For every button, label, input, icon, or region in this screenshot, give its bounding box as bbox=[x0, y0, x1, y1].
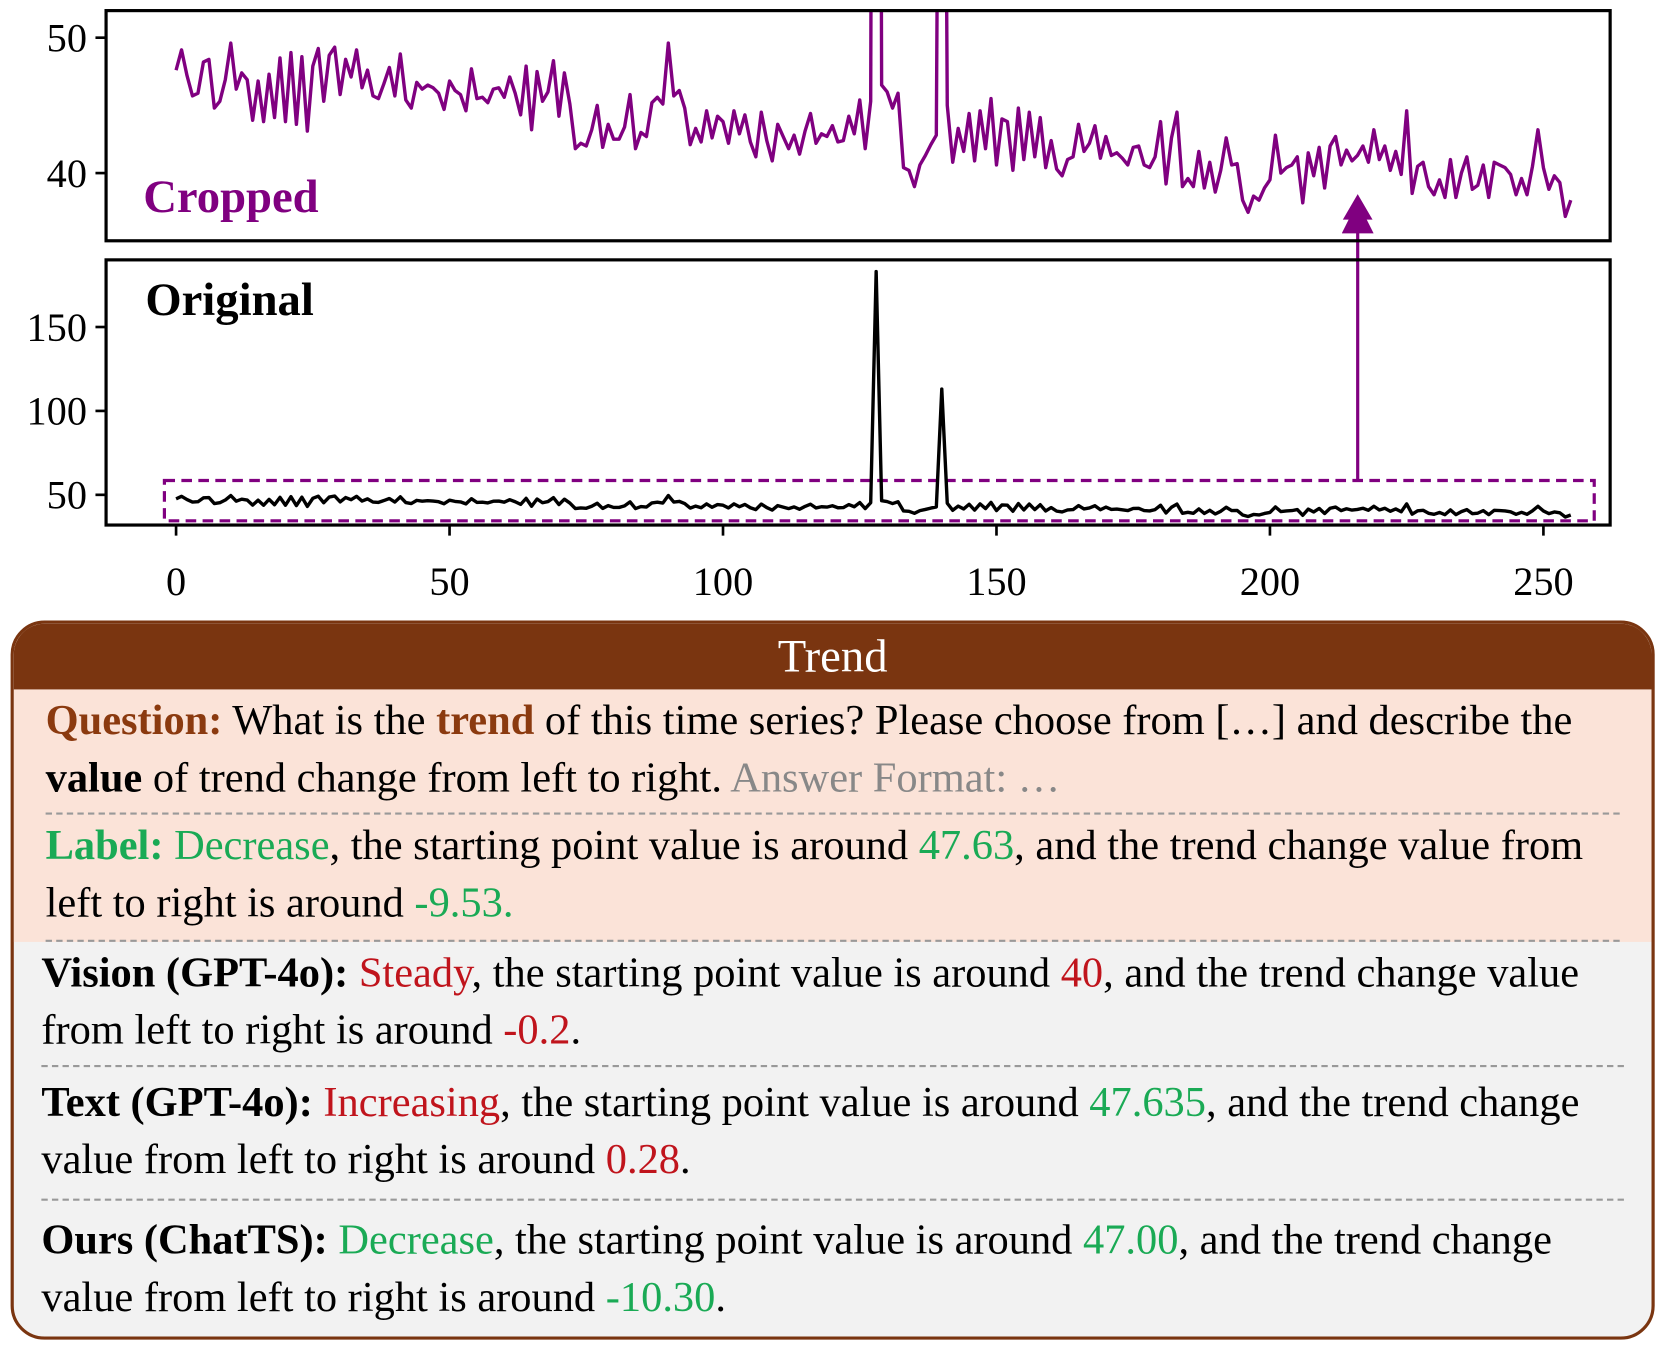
y-tick-label: 100 bbox=[27, 389, 87, 434]
answers-block: Vision (GPT-4o): Steady, the starting po… bbox=[14, 942, 1652, 1332]
x-tick-label: 250 bbox=[1513, 559, 1573, 604]
y-tick-label: 50 bbox=[47, 15, 87, 60]
x-tick-label: 50 bbox=[429, 559, 469, 604]
label-label: Label: bbox=[45, 820, 164, 869]
text: , the starting point value is around bbox=[493, 1215, 1084, 1264]
text: , and the trend change value from left t… bbox=[41, 948, 1580, 1054]
chart-title: Original bbox=[145, 274, 314, 326]
text: of this time series? Please choose from … bbox=[534, 695, 1573, 744]
y-tick-label: 40 bbox=[47, 151, 87, 196]
trend: Increasing bbox=[312, 1077, 501, 1126]
keyword: trend bbox=[436, 695, 535, 744]
change-value: -0.2 bbox=[503, 1005, 571, 1054]
series-line bbox=[174, 10, 1573, 219]
change-value: 0.28 bbox=[605, 1134, 681, 1183]
trend: Decrease bbox=[327, 1215, 494, 1264]
start-value: 47.00 bbox=[1083, 1215, 1179, 1264]
text: , and the trend change value from left t… bbox=[41, 1215, 1552, 1321]
answer: Ours (ChatTS): Decrease, the starting po… bbox=[41, 1201, 1624, 1333]
x-tick-label: 0 bbox=[166, 559, 186, 604]
model: Text (GPT-4o): bbox=[41, 1077, 313, 1126]
change-value: -9.53. bbox=[414, 878, 514, 926]
keyword: value bbox=[45, 753, 143, 801]
trend: Steady bbox=[348, 948, 472, 996]
change-value: -10.30 bbox=[605, 1272, 716, 1321]
model: Ours (ChatTS): bbox=[41, 1215, 328, 1264]
y-tick-label: 150 bbox=[27, 305, 87, 350]
start-value: 47.63 bbox=[918, 820, 1015, 869]
text: , the starting point value is around bbox=[471, 948, 1061, 996]
question: Question: What is the trend of this time… bbox=[45, 689, 1620, 815]
model: Vision (GPT-4o): bbox=[41, 948, 349, 996]
text: . bbox=[680, 1134, 691, 1183]
start-value: 47.635 bbox=[1089, 1077, 1206, 1126]
crop-box bbox=[162, 478, 1596, 523]
chart-title: Cropped bbox=[143, 171, 318, 223]
answer-format: Answer Format: … bbox=[730, 753, 1061, 801]
answer: Vision (GPT-4o): Steady, the starting po… bbox=[41, 942, 1624, 1068]
start-value: 40 bbox=[1060, 948, 1104, 996]
plot-frame bbox=[104, 258, 1612, 527]
plot-frame bbox=[104, 9, 1612, 243]
text: . bbox=[715, 1272, 726, 1321]
text: , and the trend change value from left t… bbox=[41, 1077, 1580, 1183]
y-tick-label: 50 bbox=[47, 473, 87, 518]
arrow-head bbox=[1342, 194, 1373, 220]
answer-panel: Trend Question: What is the trend of thi… bbox=[10, 620, 1655, 1340]
x-tick-label: 150 bbox=[966, 559, 1026, 604]
text: , and the trend change value from left t… bbox=[45, 820, 1584, 926]
text: , the starting point value is around bbox=[500, 1077, 1090, 1126]
x-tick-label: 200 bbox=[1240, 559, 1300, 604]
x-tick-label: 100 bbox=[693, 559, 753, 604]
prompt-block: Question: What is the trend of this time… bbox=[13, 689, 1652, 942]
answer: Text (GPT-4o): Increasing, the starting … bbox=[41, 1067, 1624, 1201]
question-label: Question: bbox=[45, 695, 223, 744]
text: , the starting point value is around bbox=[329, 820, 919, 869]
charts: 40 50 Cropped 50 100 150 0 50 100 150 200 250 Origin… bbox=[27, 9, 1612, 604]
series-line bbox=[175, 269, 1572, 519]
text: of trend change from left to right. bbox=[142, 753, 731, 801]
label-row: Label: Decrease, the starting point valu… bbox=[45, 815, 1620, 942]
text: . bbox=[570, 1005, 582, 1054]
panel-title: Trend bbox=[13, 623, 1652, 690]
trend: Decrease bbox=[163, 820, 330, 869]
text: What is the bbox=[222, 695, 437, 744]
